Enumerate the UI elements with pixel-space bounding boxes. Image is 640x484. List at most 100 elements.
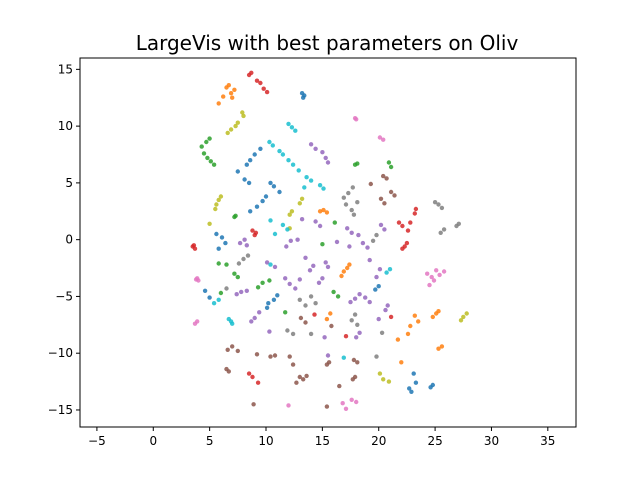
data-point bbox=[225, 347, 230, 352]
data-point bbox=[355, 200, 360, 205]
data-point bbox=[283, 276, 288, 281]
x-tick-label: 10 bbox=[258, 434, 273, 448]
data-point bbox=[193, 277, 199, 282]
x-tick-label: 5 bbox=[206, 434, 214, 448]
data-point bbox=[308, 294, 314, 299]
y-tick-label: 5 bbox=[65, 176, 73, 190]
data-point bbox=[413, 206, 419, 212]
data-point bbox=[335, 294, 341, 299]
data-point bbox=[400, 223, 405, 229]
data-point bbox=[411, 371, 416, 376]
data-point bbox=[235, 169, 240, 174]
data-point bbox=[409, 389, 414, 394]
data-point bbox=[317, 183, 323, 188]
data-point bbox=[351, 212, 357, 217]
data-point bbox=[384, 270, 389, 275]
data-point bbox=[263, 194, 269, 199]
data-point bbox=[293, 286, 298, 291]
data-point bbox=[405, 228, 411, 233]
data-point bbox=[246, 72, 252, 78]
data-point bbox=[377, 371, 383, 376]
plot-frame bbox=[79, 57, 577, 428]
data-point bbox=[313, 301, 318, 306]
data-point bbox=[354, 335, 359, 340]
x-tick-label: 0 bbox=[149, 434, 157, 448]
data-point bbox=[199, 144, 204, 149]
data-point bbox=[290, 331, 296, 337]
data-point bbox=[377, 135, 383, 140]
data-point bbox=[378, 222, 384, 228]
data-point bbox=[456, 221, 461, 226]
data-point bbox=[239, 289, 244, 295]
data-point bbox=[286, 158, 291, 163]
data-point bbox=[329, 323, 334, 329]
data-point bbox=[297, 374, 302, 380]
data-point bbox=[207, 295, 212, 300]
data-point bbox=[430, 382, 435, 388]
data-point bbox=[254, 352, 260, 357]
data-point bbox=[431, 278, 437, 283]
data-point bbox=[458, 318, 464, 323]
data-point bbox=[290, 162, 296, 167]
data-point bbox=[268, 180, 273, 186]
data-point bbox=[213, 206, 218, 212]
data-point bbox=[341, 269, 346, 274]
data-point bbox=[308, 142, 314, 147]
data-point bbox=[381, 137, 386, 142]
data-point bbox=[242, 237, 247, 242]
data-point bbox=[299, 217, 305, 222]
data-point bbox=[325, 160, 331, 165]
data-point bbox=[216, 101, 221, 106]
data-point bbox=[328, 311, 333, 316]
data-point bbox=[400, 246, 405, 251]
data-point bbox=[382, 227, 387, 232]
data-point bbox=[244, 288, 249, 293]
data-point bbox=[385, 303, 390, 308]
data-point bbox=[233, 123, 238, 129]
data-point bbox=[211, 162, 217, 167]
x-tick-label: 35 bbox=[540, 434, 555, 448]
data-point bbox=[287, 212, 292, 217]
data-point bbox=[387, 267, 393, 272]
data-point bbox=[297, 201, 302, 206]
data-point bbox=[303, 320, 308, 325]
data-point bbox=[250, 374, 255, 380]
data-point bbox=[374, 274, 379, 280]
data-point bbox=[434, 268, 439, 273]
data-point bbox=[260, 198, 265, 204]
y-tick-label: 10 bbox=[58, 119, 73, 133]
data-point bbox=[248, 158, 253, 163]
data-point bbox=[392, 193, 397, 198]
data-point bbox=[290, 362, 296, 367]
data-point bbox=[365, 245, 370, 250]
data-point bbox=[267, 278, 272, 283]
data-point bbox=[399, 360, 404, 365]
data-point bbox=[214, 202, 219, 207]
data-point bbox=[437, 272, 442, 278]
data-point bbox=[296, 168, 301, 173]
data-point bbox=[325, 353, 331, 358]
data-point bbox=[464, 311, 469, 316]
data-point bbox=[264, 89, 270, 95]
y-tick-label: 0 bbox=[65, 233, 73, 247]
data-point bbox=[254, 78, 260, 83]
data-point bbox=[255, 285, 261, 290]
data-point bbox=[255, 380, 261, 385]
data-point bbox=[232, 214, 237, 220]
data-point bbox=[341, 355, 346, 360]
data-point bbox=[205, 155, 210, 161]
data-point bbox=[297, 297, 302, 302]
data-point bbox=[232, 87, 237, 93]
data-point bbox=[277, 148, 282, 154]
data-point bbox=[294, 380, 299, 385]
data-point bbox=[350, 185, 355, 190]
data-point bbox=[201, 151, 207, 156]
data-point bbox=[388, 314, 394, 320]
data-point bbox=[363, 295, 368, 300]
data-point bbox=[249, 319, 254, 324]
data-point bbox=[216, 246, 221, 251]
data-point bbox=[244, 243, 249, 248]
data-point bbox=[354, 117, 359, 122]
data-point bbox=[334, 239, 340, 245]
